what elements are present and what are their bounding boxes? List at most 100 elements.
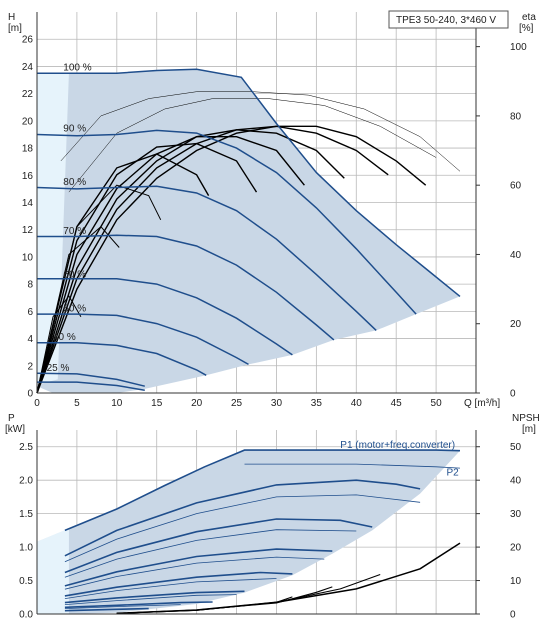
eta-tick-label: 100: [510, 42, 527, 53]
head-chart: 100 % 90 % 80 % 70 % 60 % 50 % 40 % 25 % 0 5 10 15…: [8, 10, 536, 409]
p1-curve: [64, 601, 213, 609]
eta-tick-label: 60: [510, 181, 522, 192]
head-curve: [37, 381, 145, 392]
p2-curve: [244, 463, 461, 469]
power-y-tick-label: 2.0: [19, 476, 33, 487]
power-y-axis-unit: [kW]: [5, 424, 25, 435]
head-curve-label: 50 %: [63, 303, 86, 314]
head-y-tick-label: 16: [22, 171, 34, 182]
npsh-axis-unit: [m]: [522, 424, 536, 435]
efficiency-curve: [36, 125, 427, 394]
head-y-tick-label: 8: [27, 280, 33, 291]
p1-curve: [64, 548, 333, 587]
p1-label: P1 (motor+freq.converter): [340, 440, 455, 451]
eta-axis-symbol: eta: [522, 12, 536, 23]
head-y-tick-label: 4: [27, 334, 33, 345]
flow-axis-label: Q [m³/h]: [464, 398, 500, 409]
npsh-axis-symbol: NPSH: [512, 413, 540, 424]
head-curve-label: 80 %: [63, 177, 86, 188]
efficiency-curve: [36, 225, 120, 394]
power-y-tick-label: 0.0: [19, 610, 33, 621]
npsh-tick-label: 50: [510, 442, 522, 453]
p2-curve: [64, 594, 237, 605]
eta-axis-unit: [%]: [519, 23, 534, 34]
npsh-tick-label: 0: [510, 610, 516, 621]
x-tick-label: 30: [271, 398, 283, 409]
x-tick-label: 25: [231, 398, 243, 409]
head-curve: [36, 185, 377, 331]
p2-label: P2: [447, 468, 460, 479]
p2-curve: [64, 556, 325, 590]
head-curve: [37, 277, 293, 356]
p1-curve: [64, 449, 461, 532]
npsh-tick-label: 10: [510, 576, 522, 587]
p2-curve: [64, 604, 181, 609]
x-tick-label: 40: [351, 398, 363, 409]
power-y-tick-label: 1.5: [19, 509, 33, 520]
x-tick-label: 50: [431, 398, 443, 409]
head-curve-label: 100 %: [63, 63, 91, 74]
head-curve-label: 40 %: [53, 332, 76, 343]
head-low-flow-region: [37, 73, 69, 385]
p1-curve: [64, 590, 245, 604]
head-curve: [37, 313, 249, 366]
p2-curve: [64, 529, 357, 578]
eta-tick-label: 20: [510, 319, 522, 330]
x-tick-label: 5: [74, 398, 80, 409]
power-operating-area: [37, 450, 460, 614]
head-y-tick-label: 22: [22, 89, 34, 100]
head-curve-label: 70 %: [63, 226, 86, 237]
thin-efficiency-line: [68, 98, 437, 193]
npsh-tick-label: 20: [510, 543, 522, 554]
x-tick-label: 45: [391, 398, 403, 409]
head-y-tick-label: 12: [22, 225, 34, 236]
x-tick-label: 35: [311, 398, 323, 409]
eta-tick-label: 80: [510, 111, 522, 122]
npsh-tick-label: 30: [510, 509, 522, 520]
p1-curve: [64, 607, 149, 612]
head-curve-label: 25 %: [47, 363, 70, 374]
efficiency-curve: [36, 142, 258, 394]
power-y-axis-symbol: P: [8, 413, 15, 424]
head-curve: [37, 234, 335, 341]
head-curve-label: 90 %: [63, 124, 86, 135]
head-y-tick-label: 20: [22, 116, 34, 127]
head-curve: [37, 341, 207, 376]
head-y-tick-label: 6: [27, 307, 33, 318]
power-y-tick-label: 0.5: [19, 576, 33, 587]
model-label-box: TPE3 50-240, 3*460 V: [388, 10, 509, 29]
power-chart: P1 (motor+freq.converter) P2 0.0 0.5 1.0 1.5…: [5, 413, 540, 621]
head-y-tick-label: 2: [27, 361, 33, 372]
power-low-flow-region: [37, 528, 69, 614]
p2-curve: [64, 494, 421, 563]
head-curve-label: 60 %: [63, 269, 86, 280]
npsh-tick-label: 40: [510, 476, 522, 487]
head-y-tick-label: 24: [22, 62, 34, 73]
npsh-curve: [116, 605, 245, 614]
head-y-tick-label: 26: [22, 35, 34, 46]
head-y-tick-label: 10: [22, 252, 34, 263]
p1-curve: [64, 518, 373, 574]
head-y-axis-unit: [m]: [8, 23, 22, 34]
power-y-tick-label: 2.5: [19, 442, 33, 453]
p2-curve: [64, 578, 277, 599]
eta-tick-label: 0: [510, 389, 516, 400]
head-curve: [36, 129, 417, 315]
x-tick-label: 20: [191, 398, 203, 409]
head-curve: [36, 372, 145, 387]
head-curve: [37, 68, 461, 297]
efficiency-curve: [36, 184, 162, 394]
head-y-axis-symbol: H: [8, 12, 15, 23]
power-y-tick-label: 1.0: [19, 543, 33, 554]
eta-tick-label: 40: [510, 250, 522, 261]
head-y-tick-label: 18: [22, 144, 34, 155]
head-operating-area: [37, 69, 460, 393]
p1-curve: [64, 479, 421, 557]
head-y-tick-label: 0: [27, 389, 33, 400]
efficiency-curve: [36, 295, 82, 394]
x-tick-label: 10: [111, 398, 123, 409]
p1-curve: [64, 571, 293, 597]
x-tick-label: 0: [34, 398, 40, 409]
model-label: TPE3 50-240, 3*460 V: [396, 15, 496, 26]
